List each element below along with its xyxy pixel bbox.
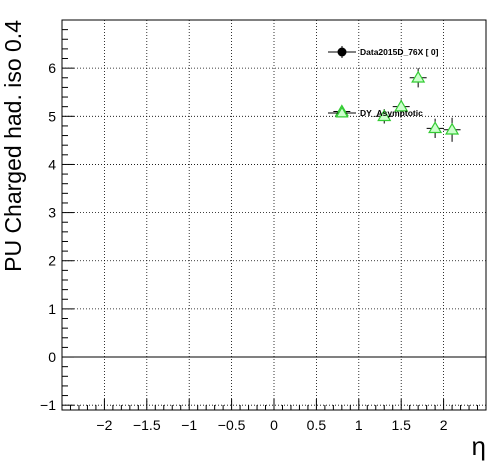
grid <box>62 20 486 410</box>
x-tick-label: 1.5 <box>391 417 411 433</box>
x-tick-label: −1 <box>181 417 197 433</box>
tick-labels: −2 −1.5 −1 −0.5 0 0.5 1 1.5 2 −1 0 1 2 3 4 5 6 <box>40 60 448 433</box>
y-tick-label: 0 <box>48 349 56 365</box>
y-tick-label: 5 <box>48 108 56 124</box>
data-point <box>377 109 392 122</box>
x-tick-label: 2 <box>440 417 448 433</box>
data-point <box>428 121 443 134</box>
y-tick-label: 6 <box>48 60 56 76</box>
x-tick-label: 1 <box>355 417 363 433</box>
data-point <box>411 70 426 83</box>
legend: Data2015D_76X [ 0] DY_Asymptotic <box>328 46 439 118</box>
x-tick-label: 0 <box>270 417 278 433</box>
data-point <box>394 99 409 112</box>
y-axis-label: PU Charged had. iso 0.4 <box>0 20 26 272</box>
x-tick-label: −0.5 <box>218 417 246 433</box>
y-tick-label: 1 <box>48 301 56 317</box>
x-axis-label: η <box>472 431 486 461</box>
y-tick-label: 3 <box>48 205 56 221</box>
legend-label: Data2015D_76X [ 0] <box>360 47 439 57</box>
x-tick-label: −2 <box>96 417 112 433</box>
y-tick-label: 4 <box>48 156 56 172</box>
axis-ticks <box>61 19 487 410</box>
x-tick-label: 0.5 <box>307 417 327 433</box>
legend-label: DY_Asymptotic <box>360 108 423 118</box>
legend-marker <box>337 47 347 57</box>
x-tick-label: −1.5 <box>133 417 161 433</box>
y-tick-label: −1 <box>40 397 56 413</box>
y-tick-label: 2 <box>48 253 56 269</box>
legend-marker <box>335 106 349 118</box>
data-point <box>445 122 460 135</box>
